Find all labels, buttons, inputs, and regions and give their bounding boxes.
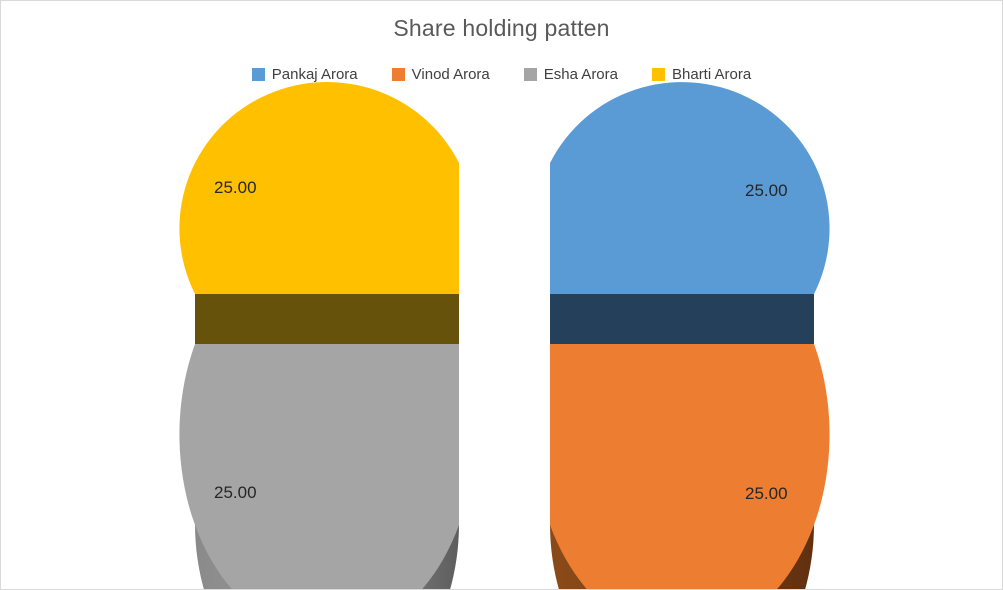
- pie-half-right: [550, 82, 830, 589]
- pie-slice-side-pankaj-arora: [550, 294, 814, 344]
- legend-item-esha-arora[interactable]: Esha Arora: [523, 66, 618, 83]
- legend-item-label: Esha Arora: [543, 66, 618, 83]
- legend-item-label: Bharti Arora: [672, 66, 752, 83]
- data-label-bharti-arora: 25.00: [214, 178, 257, 197]
- legend-item-vinod-arora[interactable]: Vinod Arora: [391, 66, 490, 83]
- data-label-esha-arora: 25.00: [214, 483, 257, 502]
- pie-half-left: [179, 82, 460, 589]
- data-label-vinod-arora: 25.00: [745, 484, 788, 503]
- legend-item-bharti-arora[interactable]: Bharti Arora: [652, 67, 751, 82]
- pie-slice-vinod-arora: [550, 344, 830, 589]
- legend-item-pankaj-arora[interactable]: Pankaj Arora: [251, 66, 358, 83]
- data-label-pankaj-arora: 25.00: [745, 181, 788, 200]
- legend-item-label: Vinod Arora: [411, 66, 490, 83]
- pie-slice-side-bharti-arora: [195, 294, 459, 344]
- legend-swatch-icon: [391, 68, 405, 81]
- chart-legend: Pankaj Arora Vinod Arora Esha Arora Bhar…: [1, 67, 1002, 82]
- chart-title: Share holding patten: [393, 15, 610, 41]
- legend-swatch-icon: [251, 68, 265, 81]
- pie-slice-pankaj-arora: [550, 82, 830, 294]
- legend-swatch-icon: [523, 68, 537, 81]
- pie-slice-bharti-arora: [179, 82, 460, 294]
- pie-slice-esha-arora: [179, 344, 459, 589]
- legend-item-label: Pankaj Arora: [271, 66, 358, 83]
- legend-swatch-icon: [652, 68, 665, 81]
